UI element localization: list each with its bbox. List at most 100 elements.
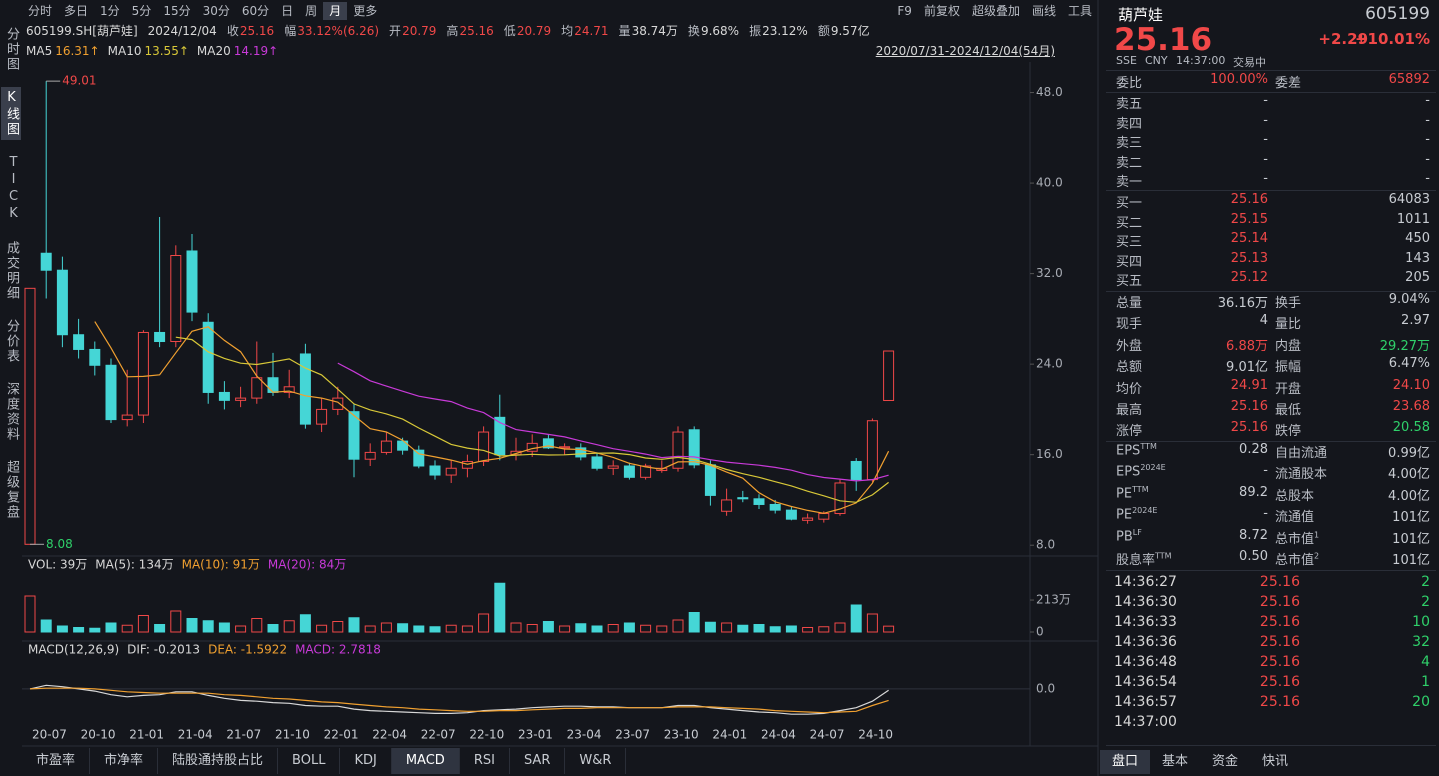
- period-tab[interactable]: 1分: [100, 4, 120, 18]
- x-tick-label: 22-07: [421, 728, 456, 742]
- period-tab[interactable]: 日: [281, 4, 294, 18]
- period-tab[interactable]: 月: [323, 2, 348, 20]
- indicator-tab[interactable]: 陆股通持股占比: [158, 748, 279, 774]
- info-label: 换: [687, 24, 700, 38]
- indicator-tab[interactable]: 市净率: [90, 748, 159, 774]
- date-range[interactable]: 2020/07/31-2024/12/04(54月): [875, 44, 1055, 58]
- trade-time: 14:36:36: [1114, 634, 1177, 650]
- indicator-tab[interactable]: KDJ: [340, 748, 392, 774]
- volume-bar: [332, 621, 344, 633]
- volume-bar: [785, 625, 797, 633]
- candle-body: [834, 482, 846, 515]
- trade-volume: 1: [1421, 674, 1430, 690]
- panel-tab[interactable]: 资金: [1212, 754, 1239, 769]
- ma-legend-item: MA10 13.55↑: [108, 42, 189, 60]
- x-tick-label: 23-04: [567, 728, 602, 742]
- panel-tab[interactable]: 快讯: [1262, 754, 1289, 769]
- period-tab[interactable]: 更多: [353, 4, 378, 18]
- field-value: 6.88万: [1226, 338, 1268, 354]
- field-value: 9.04%: [1388, 292, 1430, 307]
- volume-bar: [56, 625, 68, 633]
- tool-button[interactable]: 画线: [1031, 4, 1056, 18]
- candle-body: [623, 465, 635, 478]
- ma-name: MA20: [196, 44, 231, 58]
- candle-body: [154, 331, 166, 343]
- macd-tick-label: 0.0: [1036, 681, 1055, 695]
- book-volume: -: [1425, 112, 1430, 128]
- volume-bar: [591, 625, 603, 633]
- field-value: 24.91: [1230, 377, 1268, 393]
- volume-bar: [429, 626, 441, 633]
- indicator-tab[interactable]: 市盈率: [22, 748, 91, 774]
- indicator-tab[interactable]: RSI: [460, 748, 510, 774]
- tool-button[interactable]: F9: [897, 4, 912, 18]
- candle-body: [364, 451, 376, 460]
- indicator-tab[interactable]: W&R: [565, 748, 627, 774]
- field-label-sup: 1: [1314, 530, 1320, 540]
- sidebar-tab[interactable]: TICK: [6, 155, 21, 223]
- sidebar-tab[interactable]: 超级复盘: [4, 460, 19, 520]
- price-change-pct: +10.01%: [1354, 30, 1430, 48]
- field-label: PE2024E: [1116, 506, 1158, 523]
- y-tick-label: 40.0: [1036, 176, 1063, 190]
- info-field: 均24.71: [561, 22, 608, 40]
- period-tab[interactable]: 周: [305, 4, 318, 18]
- ma-name: MA5: [26, 44, 53, 58]
- panel-tab[interactable]: 盘口: [1100, 750, 1151, 774]
- price-change: +2.29: [1318, 30, 1368, 48]
- indicator-tab[interactable]: BOLL: [278, 748, 341, 774]
- book-volume: -: [1425, 132, 1430, 148]
- volume-bar: [510, 622, 522, 633]
- tool-button[interactable]: 前复权: [923, 4, 960, 18]
- field-label: 总股本: [1275, 488, 1315, 504]
- tool-button[interactable]: 工具: [1067, 4, 1092, 18]
- period-tab[interactable]: 5分: [131, 4, 152, 18]
- indicator-tab[interactable]: SAR: [510, 748, 566, 774]
- book-volume: -: [1425, 93, 1430, 108]
- indicator-tabs: 市盈率 市净率 陆股通持股占比 BOLL KDJ MACD RSI SAR W&R: [22, 748, 627, 774]
- period-tab[interactable]: 多日: [64, 4, 89, 18]
- field-value: -: [1263, 463, 1268, 479]
- sidebar-tab[interactable]: 成交明细: [4, 241, 19, 301]
- x-tick-label: 22-10: [469, 728, 504, 742]
- sidebar-tab[interactable]: K线图: [1, 87, 21, 140]
- info-field: 额9.57亿: [818, 22, 870, 40]
- tool-button[interactable]: 超级叠加: [971, 4, 1020, 18]
- period-tab[interactable]: 60分: [241, 4, 270, 18]
- field-label: 外盘: [1116, 338, 1143, 354]
- book-volume: 64083: [1388, 192, 1430, 207]
- indicator-tab[interactable]: MACD: [391, 748, 460, 774]
- panel-tab[interactable]: 基本: [1162, 754, 1189, 769]
- sidebar-tab[interactable]: 分价表: [4, 319, 19, 364]
- x-tick-label: 23-01: [518, 728, 553, 742]
- candle-body: [24, 287, 36, 545]
- pane-header: MACD(12,26,9): [28, 643, 119, 657]
- field-label: 流通值: [1275, 510, 1315, 526]
- candle-body: [753, 498, 765, 505]
- volume-bar: [348, 617, 360, 633]
- y-tick-label: 32.0: [1036, 266, 1063, 280]
- trade-price: 25.16: [1259, 634, 1300, 650]
- status-item: CNY: [1145, 54, 1168, 67]
- candle-body: [704, 464, 716, 496]
- volume-bar: [283, 620, 295, 633]
- y-tick-label: 24.0: [1036, 357, 1063, 371]
- separator: [1106, 92, 1436, 93]
- period-tab[interactable]: 15分: [163, 4, 191, 18]
- sidebar-tab[interactable]: 分时图: [4, 27, 19, 72]
- y-tick-label: 8.0: [1036, 538, 1055, 552]
- view-sidebar: 分时图 K线图 TICK 成交明细分价表深度资料超级复盘: [0, 24, 22, 523]
- period-tab[interactable]: 30分: [202, 4, 230, 18]
- candle-body: [316, 408, 328, 425]
- volume-bar: [380, 622, 392, 633]
- period-tab[interactable]: 分时: [28, 4, 53, 18]
- book-volume: -: [1425, 151, 1430, 167]
- volume-bar: [494, 582, 506, 633]
- book-volume: -: [1425, 171, 1430, 187]
- volume-bar: [753, 624, 765, 633]
- ratio-label: 委差: [1275, 76, 1302, 91]
- sidebar-tab[interactable]: 深度资料: [4, 382, 19, 442]
- field-label-sup: TTM: [1140, 442, 1157, 451]
- candle-body: [299, 353, 311, 425]
